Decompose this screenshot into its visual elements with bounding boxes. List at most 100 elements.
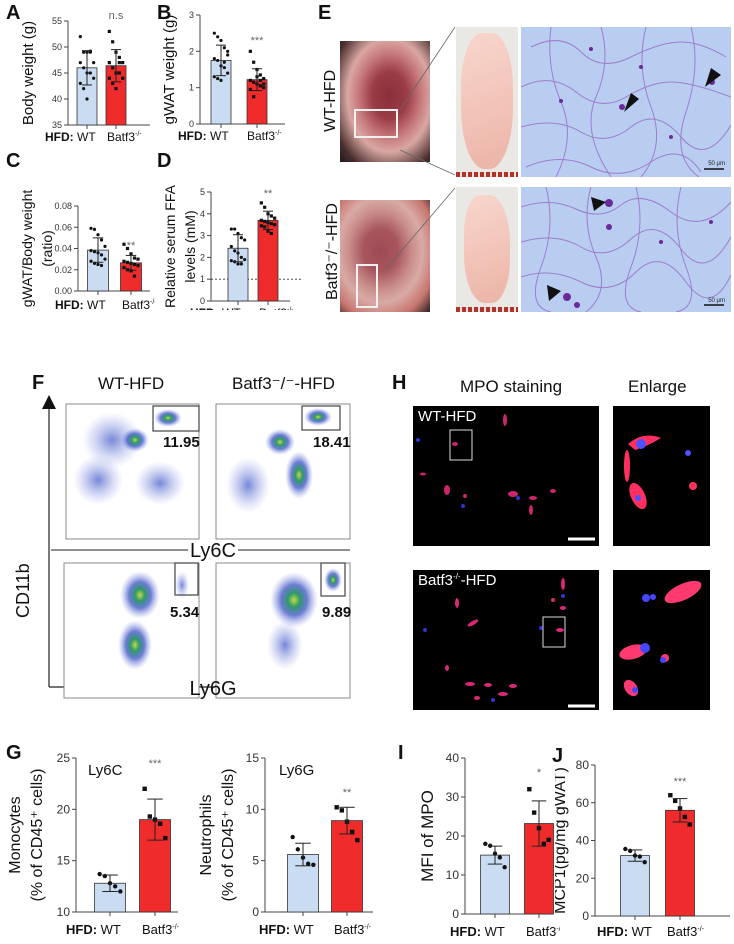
- f-gate-ly6g-wt: 5.34: [170, 604, 200, 621]
- y-axis-label: Body weight (g): [20, 21, 37, 125]
- f-col-title-wt: WT-HFD: [98, 374, 165, 393]
- y-axis-label: Neutrophils: [198, 795, 215, 876]
- y-axis-label: gWAT weight (g): [161, 15, 178, 125]
- y-tick-label: 5: [252, 854, 259, 868]
- significance-label: n.s: [109, 10, 124, 22]
- y-tick-label: 60: [576, 796, 590, 810]
- f-x-axis-ly6g: Ly6G: [189, 678, 236, 700]
- f-col-title-ko: Batf3⁻/⁻-HFD: [232, 374, 335, 393]
- y-axis-label: Monocytes: [7, 796, 24, 873]
- x-axis-label: HFD: WT: [450, 924, 505, 939]
- bar-Batf3-/-: [665, 809, 695, 917]
- y-tick-label: 40: [446, 751, 460, 765]
- significance-label: **: [264, 188, 273, 200]
- y-tick-label: 1: [189, 83, 194, 93]
- panel-letter-g: G: [6, 742, 22, 764]
- y-tick-label: 0.02: [54, 265, 72, 275]
- y-tick-label: 0.04: [54, 244, 72, 254]
- y-axis-label: gWAT/Body weight: [19, 190, 35, 308]
- y-tick-label: 35: [52, 120, 62, 130]
- y-tick-label: 80: [576, 758, 590, 772]
- chart-neutrophils: 0 5 10 15 ** Ly6G Neutrophils (% of CD45⁺ cells…: [198, 751, 373, 937]
- h-col-title-enlarge: Enlarge: [628, 377, 687, 396]
- x-category-ko: Batf3-/-: [667, 924, 705, 939]
- panel-letter-i: I: [398, 742, 404, 764]
- y-axis-label: MFI of MPO: [418, 790, 437, 882]
- panel-letter-j: J: [552, 745, 564, 767]
- h-ko-mpo-image: Batf3-/--HFD: [413, 570, 599, 710]
- x-category-ko: Batf3-/-: [259, 306, 294, 310]
- x-axis-label: HFD: WT: [55, 298, 106, 310]
- y-tick-label: 0: [582, 909, 589, 923]
- y-tick-label: 0.08: [54, 201, 72, 211]
- h-col-title-mpo: MPO staining: [460, 377, 563, 396]
- y-tick-label: 55: [52, 16, 62, 26]
- x-axis-label: HFD: WT: [178, 129, 229, 143]
- significance-label: **: [127, 240, 136, 252]
- chart-mcp1: 0 20 40 60 80 *** MCP1(pg/mg gWAT) HFD: WT Batf3…: [555, 758, 730, 939]
- y-tick-label: 40: [576, 834, 590, 848]
- y-tick-label: 2: [189, 46, 194, 56]
- panel-letter-a: A: [6, 2, 21, 24]
- e-wt-histology-image: 50 μm: [521, 27, 731, 177]
- y-tick-label: 4: [200, 209, 205, 219]
- y-tick-label: 25: [57, 751, 71, 765]
- y-tick-label: 20: [57, 802, 71, 816]
- x-category-ko: Batf3-/-: [122, 298, 155, 310]
- panel-letter-e: E: [318, 2, 332, 24]
- chart-mfi-mpo: 0 10 20 30 40 * MFI of MPO HFD: WT Batf3-/-: [418, 751, 560, 939]
- f-flow-plots: 11.95 18.41 5.34 9.89 Ly6C Ly6G: [42, 395, 351, 700]
- y-tick-label: 0: [452, 907, 459, 921]
- significance-label: **: [343, 787, 352, 799]
- y-tick-label: 2: [200, 252, 205, 262]
- y-tick-label: 10: [246, 802, 260, 816]
- e-wt-scale-bar-label: 50 μm: [708, 161, 725, 167]
- x-category-ko: Batf3-/-: [526, 924, 560, 939]
- panel-letter-f: F: [32, 372, 45, 394]
- e-row-label-wt: WT-HFD: [322, 69, 339, 132]
- y-tick-label: 1: [200, 274, 205, 284]
- y-tick-label: 10: [57, 905, 71, 919]
- y-tick-label: 0: [252, 905, 259, 919]
- y-tick-label: 3: [200, 231, 205, 241]
- axis-arrow-up-icon: [42, 395, 56, 409]
- arrowhead-icon: [591, 197, 606, 211]
- significance-label: *: [537, 767, 542, 779]
- y-tick-label: 30: [446, 790, 460, 804]
- f-gate-ly6c-ko: 18.41: [313, 434, 351, 451]
- y-tick-label: 0: [189, 119, 194, 129]
- x-category-ko: Batf3-/-: [142, 922, 180, 937]
- x-axis-label: HFD: WT: [45, 130, 96, 144]
- chart-monocytes: 10 15 20 25 *** Ly6C Monocytes (% of CD45⁺ cell…: [7, 751, 180, 937]
- h-wt-enlarge-image: [613, 406, 710, 546]
- chart-gwat-weight: 0 1 2 3 *** gWAT weight (g)HFD: WT Batf3-/-: [161, 10, 285, 143]
- x-axis-label: HFD: WT: [190, 306, 241, 310]
- x-category-ko: Batf3-/-: [247, 129, 282, 143]
- bar-WT: [620, 855, 650, 917]
- y-tick-label: 0.00: [54, 286, 72, 296]
- panel-letter-b: B: [157, 2, 172, 24]
- arrowhead-icon: [705, 68, 721, 87]
- panel-letter-d: D: [157, 150, 172, 172]
- x-category-ko: Batf3-/-: [107, 130, 142, 144]
- significance-label: ***: [674, 776, 688, 788]
- e-wt-fat-pad-photo: [456, 27, 518, 177]
- y-axis-label: Relative serum FFA: [162, 184, 178, 308]
- e-zoom-connectors: [384, 26, 456, 271]
- f-gate-ly6g-ko: 9.89: [322, 604, 351, 621]
- y-tick-label: 15: [57, 854, 71, 868]
- arrowhead-icon: [624, 93, 639, 112]
- e-ko-scale-bar-label: 50 μm: [708, 298, 725, 304]
- x-category-ko: Batf3-/-: [334, 922, 372, 937]
- chart-gwat-body-ratio: 0.00 0.02 0.04 0.06 0.08 ** gWAT/Body weight (r…: [19, 190, 155, 310]
- y-tick-label: 15: [246, 751, 260, 765]
- significance-label: ***: [251, 35, 265, 47]
- f-y-axis-label: CD11b: [13, 563, 33, 618]
- y-tick-label: 45: [52, 68, 62, 78]
- y-tick-label: 40: [52, 94, 62, 104]
- panel-letter-c: C: [6, 150, 21, 172]
- chart-body-weight: 35 40 45 50 55 n.s Body weight (g) HFD: WT Batf3…: [20, 10, 150, 144]
- y-tick-label: 3: [189, 10, 194, 20]
- arrowhead-icon: [547, 285, 561, 301]
